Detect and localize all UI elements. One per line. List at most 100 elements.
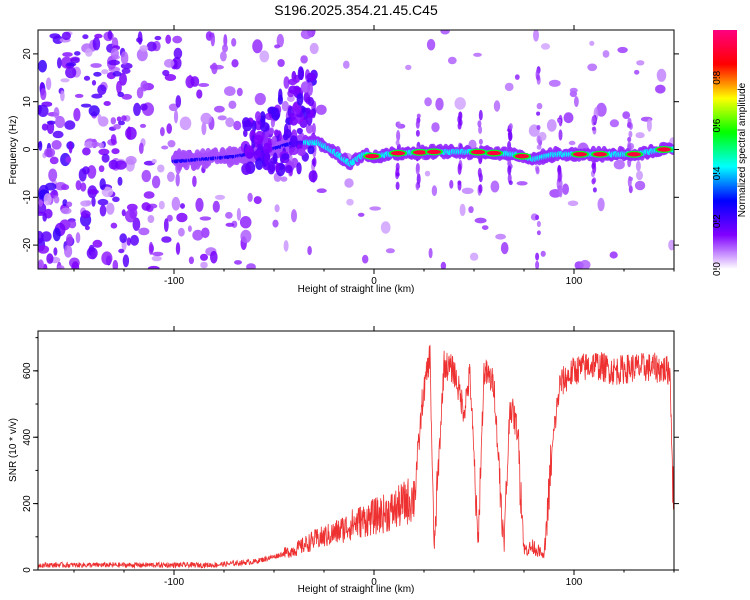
noise-speckle — [121, 115, 127, 122]
noise-speckle — [357, 212, 365, 217]
chart-title: S196.2025.354.21.45.C45 — [274, 2, 438, 18]
noise-speckle — [108, 159, 119, 170]
ridge-peak — [573, 152, 587, 157]
y-tick-label: -10 — [22, 190, 33, 205]
noise-speckle — [228, 100, 237, 110]
plume-blob — [281, 153, 290, 160]
colorbar-tick-label: 0.4 — [712, 166, 723, 180]
ridge-peak — [413, 150, 427, 155]
noise-speckle — [179, 116, 192, 131]
plume-blob — [297, 66, 304, 81]
noise-speckle — [46, 253, 54, 264]
plume-blob — [255, 157, 264, 170]
noise-speckle — [38, 245, 50, 254]
noise-speckle — [41, 231, 52, 242]
plume-blob — [252, 120, 257, 133]
colorbar-gradient — [713, 30, 737, 269]
noise-speckle — [240, 229, 252, 244]
noise-speckle — [126, 126, 132, 140]
noise-speckle — [60, 78, 70, 83]
spike-streak — [395, 162, 400, 171]
snr-y-label: SNR (10 * v/v) — [8, 418, 19, 482]
spike-streak — [311, 158, 316, 166]
y-tick-label: 10 — [22, 96, 33, 108]
noise-speckle — [490, 180, 500, 193]
spike-streak — [627, 136, 632, 143]
noise-speckle — [60, 90, 65, 102]
noise-speckle — [117, 176, 123, 186]
plume-blob — [253, 134, 264, 145]
noise-speckle — [147, 215, 155, 223]
x-tick-label: -100 — [164, 276, 184, 287]
noise-speckle — [636, 170, 643, 181]
spike-streak — [558, 129, 563, 141]
noise-speckle — [589, 40, 595, 46]
noise-speckle — [254, 92, 266, 106]
noise-speckle — [636, 60, 645, 66]
noise-speckle — [138, 227, 150, 236]
noise-speckle — [596, 102, 607, 117]
noise-speckle — [192, 175, 197, 188]
noise-speckle — [459, 203, 466, 217]
noise-speckle — [247, 192, 253, 202]
spike-streak — [535, 252, 540, 261]
noise-speckle — [117, 91, 124, 98]
noise-speckle — [236, 87, 243, 97]
snr-line — [38, 344, 674, 570]
ridge-peak — [627, 152, 641, 157]
noise-speckle — [223, 34, 228, 47]
noise-speckle — [440, 30, 450, 35]
snr-frame — [37, 330, 675, 571]
noise-speckle — [281, 100, 289, 112]
noise-speckle — [440, 261, 447, 269]
noise-speckle — [66, 62, 77, 67]
noise-speckle — [57, 265, 65, 269]
plume-blob — [300, 81, 311, 93]
noise-speckle — [53, 247, 58, 256]
noise-speckle — [309, 42, 319, 55]
noise-speckle — [49, 156, 59, 165]
noise-speckle — [64, 244, 73, 258]
plume-blob — [259, 122, 270, 132]
noise-speckle — [119, 72, 127, 86]
noise-speckle — [516, 181, 528, 186]
noise-speckle — [43, 263, 48, 269]
plume-blob — [268, 127, 275, 135]
spike-streak — [458, 111, 463, 121]
ridge-peak — [515, 154, 529, 159]
noise-speckle — [246, 263, 256, 269]
plume-blob — [275, 162, 280, 173]
noise-speckle — [38, 59, 47, 73]
noise-speckle — [272, 219, 279, 228]
noise-speckle — [45, 77, 52, 90]
noise-speckle — [540, 250, 546, 257]
noise-speckle — [125, 155, 137, 165]
noise-speckle — [196, 89, 203, 99]
noise-speckle — [43, 193, 52, 206]
noise-speckle — [175, 242, 181, 255]
y-tick-label: 600 — [22, 362, 33, 379]
noise-speckle — [66, 233, 73, 247]
noise-speckle — [225, 117, 235, 128]
noise-speckle — [362, 254, 369, 264]
noise-speckle — [147, 265, 160, 269]
plume-blob — [272, 152, 278, 164]
noise-speckle — [212, 200, 220, 213]
noise-speckle — [380, 221, 391, 234]
plume-blob — [296, 127, 303, 135]
noise-speckle — [163, 218, 169, 233]
noise-speckle — [151, 255, 162, 262]
spike-streak — [628, 130, 633, 138]
noise-speckle — [259, 50, 270, 63]
noise-speckle — [447, 56, 457, 65]
noise-speckle — [68, 219, 77, 229]
noise-speckle — [549, 189, 562, 198]
noise-speckle — [133, 102, 141, 116]
noise-speckle — [280, 176, 288, 182]
noise-speckle — [85, 48, 93, 57]
noise-speckle — [44, 208, 53, 219]
plume-blob — [297, 148, 306, 156]
noise-speckle — [167, 140, 176, 148]
colorbar: 0.0 0.2 0.4 0.6 0.8 Normalized spectral ampl… — [712, 30, 748, 276]
